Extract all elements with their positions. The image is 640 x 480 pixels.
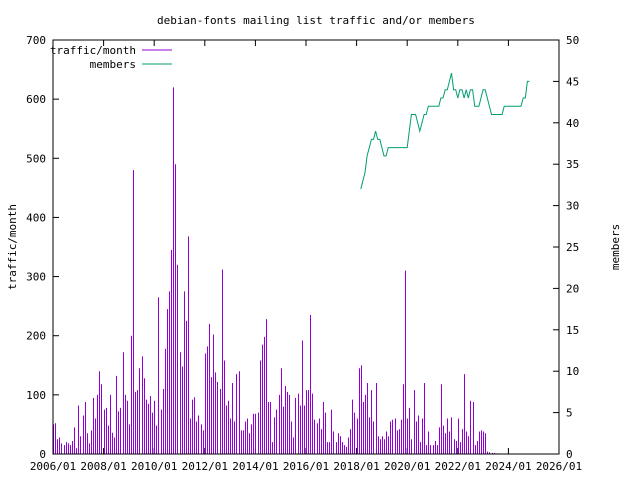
y2-tick-label: 45 bbox=[566, 75, 579, 88]
x-tick-label: 2006/01 bbox=[30, 460, 76, 473]
y2-tick-label: 5 bbox=[566, 407, 573, 420]
x-tick-label: 2022/01 bbox=[435, 460, 481, 473]
y2-tick-label: 25 bbox=[566, 241, 579, 254]
y2-tick-label: 30 bbox=[566, 200, 579, 213]
x-tick-labels: 2006/01 2008/01 2010/01 2012/01 2014/01 2016/… bbox=[30, 460, 582, 473]
y-tick-label: 200 bbox=[26, 330, 46, 343]
y2-tick-labels: 0 5 10 15 20 25 30 35 40 45 50 bbox=[566, 34, 579, 461]
y2-tick-label: 0 bbox=[566, 448, 573, 461]
members-line bbox=[360, 72, 530, 190]
x-tick-label: 2014/01 bbox=[232, 460, 278, 473]
y-tick-label: 0 bbox=[39, 448, 46, 461]
y2-tick-label: 35 bbox=[566, 158, 579, 171]
axis-ticks bbox=[52, 39, 560, 455]
plot-frame bbox=[52, 39, 560, 455]
x-tick-label: 2024/01 bbox=[485, 460, 531, 473]
legend: traffic/month members bbox=[50, 44, 172, 71]
chart-title: debian-fonts mailing list traffic and/or… bbox=[157, 14, 475, 27]
y-tick-labels: 0 100 200 300 400 500 600 700 bbox=[26, 34, 46, 461]
traffic-bars bbox=[53, 87, 499, 454]
y2-tick-label: 15 bbox=[566, 324, 579, 337]
y-tick-label: 300 bbox=[26, 271, 46, 284]
x-tick-label: 2016/01 bbox=[283, 460, 329, 473]
y-tick-label: 600 bbox=[26, 93, 46, 106]
legend-members-label: members bbox=[90, 58, 136, 71]
y-tick-label: 500 bbox=[26, 152, 46, 165]
x-tick-label: 2026/01 bbox=[536, 460, 582, 473]
y2-axis-label: members bbox=[609, 224, 622, 270]
y-axis-label: traffic/month bbox=[6, 204, 19, 290]
y2-tick-label: 50 bbox=[566, 34, 579, 47]
y-tick-label: 100 bbox=[26, 389, 46, 402]
x-tick-label: 2008/01 bbox=[80, 460, 126, 473]
x-tick-label: 2020/01 bbox=[384, 460, 430, 473]
y-tick-label: 400 bbox=[26, 211, 46, 224]
x-tick-label: 2012/01 bbox=[182, 460, 228, 473]
y2-tick-label: 10 bbox=[566, 365, 579, 378]
legend-traffic-label: traffic/month bbox=[50, 44, 136, 57]
y2-tick-label: 20 bbox=[566, 282, 579, 295]
y-tick-label: 700 bbox=[26, 34, 46, 47]
x-tick-label: 2018/01 bbox=[333, 460, 379, 473]
y2-tick-label: 40 bbox=[566, 117, 579, 130]
x-tick-label: 2010/01 bbox=[131, 460, 177, 473]
members-series bbox=[360, 72, 530, 190]
